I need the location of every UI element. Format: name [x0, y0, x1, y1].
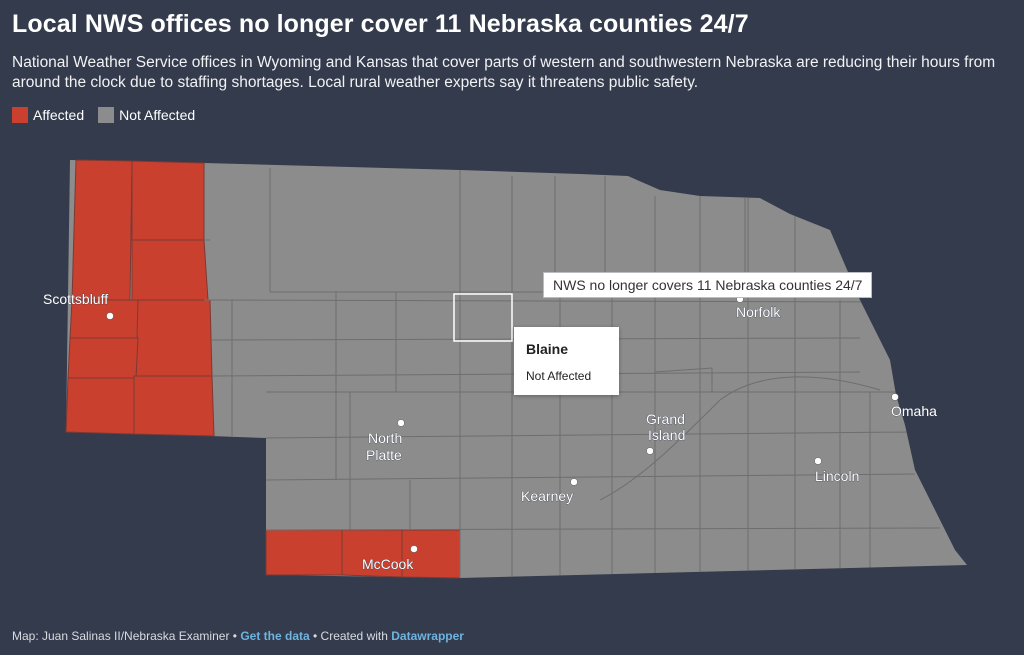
county-dundy[interactable] — [265, 529, 343, 576]
legend: Affected Not Affected — [12, 107, 195, 123]
datawrapper-link[interactable]: Datawrapper — [391, 629, 464, 643]
tooltip-status: Not Affected — [526, 369, 592, 383]
city-label-north-platte-1: North — [368, 430, 402, 446]
county-banner[interactable] — [67, 337, 139, 379]
legend-swatch-not-affected — [98, 107, 115, 123]
city-label-mccook: McCook — [362, 556, 414, 572]
city-dot-kearney — [570, 478, 578, 486]
city-dot-scottsbluff — [106, 312, 114, 320]
county-blaine-highlight[interactable] — [453, 293, 513, 342]
city-dot-north-platte — [397, 419, 405, 427]
county-cheyenne[interactable] — [133, 375, 215, 437]
legend-item-not-affected: Not Affected — [98, 107, 195, 123]
city-label-scottsbluff: Scottsbluff — [43, 291, 108, 307]
city-label-norfolk: Norfolk — [736, 304, 781, 320]
nebraska-county-map: Scottsbluff North Platte McCook Kearney … — [43, 159, 967, 579]
map-subtitle: National Weather Service offices in Wyom… — [12, 54, 996, 91]
city-label-north-platte-2: Platte — [366, 447, 402, 463]
city-dot-grand-island — [646, 447, 654, 455]
affected-counties-panhandle — [65, 159, 215, 437]
county-tooltip: Blaine Not Affected — [514, 327, 619, 395]
annotation-banner: NWS no longer covers 11 Nebraska countie… — [543, 272, 873, 298]
city-label-grand-island-1: Grand — [646, 411, 685, 427]
city-label-kearney: Kearney — [521, 488, 573, 504]
map-title: Local NWS offices no longer cover 11 Neb… — [12, 10, 749, 38]
city-label-grand-island-2: Island — [648, 427, 685, 443]
legend-swatch-affected — [12, 107, 28, 123]
county-sioux[interactable] — [71, 159, 133, 301]
affected-counties-southwest — [265, 529, 461, 579]
city-labels: Scottsbluff North Platte McCook Kearney … — [43, 291, 938, 573]
legend-label-affected: Affected — [33, 107, 85, 123]
city-dot-lincoln — [814, 457, 822, 465]
footer: Map: Juan Salinas II/Nebraska Examiner •… — [12, 629, 464, 643]
county-morrill[interactable] — [135, 299, 213, 377]
footer-credit: Map: Juan Salinas II/Nebraska Examiner • — [12, 629, 241, 643]
county-box-butte[interactable] — [131, 239, 209, 301]
city-label-lincoln: Lincoln — [815, 468, 859, 484]
city-dot-omaha — [891, 393, 899, 401]
tooltip-county-name: Blaine — [526, 341, 569, 357]
county-kimball[interactable] — [65, 377, 135, 435]
legend-item-affected: Affected — [12, 107, 84, 123]
get-data-link[interactable]: Get the data — [240, 629, 310, 643]
city-label-omaha: Omaha — [891, 403, 937, 419]
county-dawes[interactable] — [131, 160, 205, 241]
legend-label-not-affected: Not Affected — [119, 107, 196, 123]
city-dot-mccook — [410, 545, 418, 553]
footer-sep: • Created with — [309, 629, 392, 643]
